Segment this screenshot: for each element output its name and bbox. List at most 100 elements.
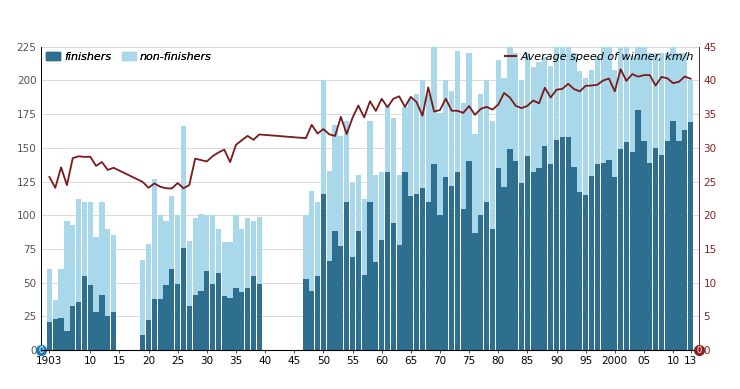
Bar <box>437 215 443 350</box>
Bar <box>659 53 664 350</box>
Bar <box>76 301 81 350</box>
Bar <box>513 161 518 350</box>
Bar <box>216 273 221 350</box>
Bar <box>82 202 87 350</box>
Bar <box>466 161 471 350</box>
Bar <box>356 175 361 350</box>
Bar <box>222 242 227 350</box>
Bar <box>648 163 653 350</box>
Bar <box>140 260 145 350</box>
Bar <box>391 118 396 350</box>
Bar <box>362 199 367 350</box>
Bar <box>164 221 169 350</box>
Bar <box>408 196 414 350</box>
Bar <box>105 316 110 350</box>
Bar <box>391 223 396 350</box>
Bar <box>326 261 332 350</box>
Bar <box>111 312 116 350</box>
Bar <box>636 20 641 350</box>
Bar <box>53 319 58 350</box>
Bar <box>257 217 262 350</box>
Bar <box>577 192 582 350</box>
Bar <box>460 209 466 350</box>
Bar <box>496 168 501 350</box>
Bar <box>198 291 204 350</box>
Bar <box>618 149 623 350</box>
Bar <box>601 163 606 350</box>
Bar <box>425 202 431 350</box>
Bar <box>204 270 209 350</box>
Bar <box>47 322 52 350</box>
Bar <box>676 53 682 350</box>
Bar <box>554 140 559 350</box>
Legend: Average speed of winner, km/h: Average speed of winner, km/h <box>505 52 693 62</box>
Bar <box>152 179 157 350</box>
Bar <box>239 229 244 350</box>
Bar <box>531 172 536 350</box>
Bar <box>653 53 658 350</box>
Bar <box>414 94 420 350</box>
Bar <box>233 288 238 350</box>
Bar <box>565 137 571 350</box>
Bar <box>373 175 378 350</box>
Text: 0: 0 <box>696 345 702 355</box>
Bar <box>332 125 337 350</box>
Bar <box>93 312 98 350</box>
Bar <box>192 218 198 350</box>
Legend: finishers, non-finishers: finishers, non-finishers <box>47 52 212 62</box>
Bar <box>420 81 425 350</box>
Bar <box>531 67 536 350</box>
Bar <box>70 225 75 350</box>
Bar <box>559 137 565 350</box>
Bar <box>140 335 145 350</box>
Bar <box>443 177 448 350</box>
Bar <box>320 194 326 350</box>
Bar <box>554 43 559 350</box>
Text: *: * <box>257 339 262 349</box>
Bar <box>542 58 548 350</box>
Bar <box>466 53 471 350</box>
Bar <box>227 242 233 350</box>
Bar <box>344 202 349 350</box>
Bar <box>105 229 110 350</box>
Bar <box>164 286 169 350</box>
Bar <box>595 56 600 350</box>
Bar <box>373 263 378 350</box>
Bar <box>513 53 518 350</box>
Bar <box>181 248 186 350</box>
Bar <box>612 70 617 350</box>
Bar <box>257 284 262 350</box>
Bar <box>169 269 175 350</box>
Bar <box>618 43 623 350</box>
Bar <box>636 110 641 350</box>
Bar <box>397 245 402 350</box>
Bar <box>472 134 477 350</box>
Bar <box>385 105 390 350</box>
Bar <box>198 214 204 350</box>
Bar <box>449 91 454 350</box>
Bar <box>630 56 635 350</box>
Bar <box>222 296 227 350</box>
Bar <box>519 183 524 350</box>
Bar <box>496 60 501 350</box>
Bar <box>536 168 542 350</box>
Bar <box>455 51 460 350</box>
Bar <box>338 136 343 350</box>
Bar <box>58 318 64 350</box>
Bar <box>670 121 676 350</box>
Bar <box>431 164 437 350</box>
Bar <box>367 202 373 350</box>
Bar <box>437 113 443 350</box>
Bar <box>408 99 414 350</box>
Bar <box>478 215 483 350</box>
Bar <box>326 171 332 350</box>
Bar <box>303 279 309 350</box>
Bar <box>414 194 420 350</box>
Bar <box>559 29 565 350</box>
Bar <box>507 149 513 350</box>
Bar <box>99 202 104 350</box>
Bar <box>682 130 687 350</box>
Bar <box>227 298 233 350</box>
Bar <box>606 40 611 350</box>
Bar <box>76 199 81 350</box>
